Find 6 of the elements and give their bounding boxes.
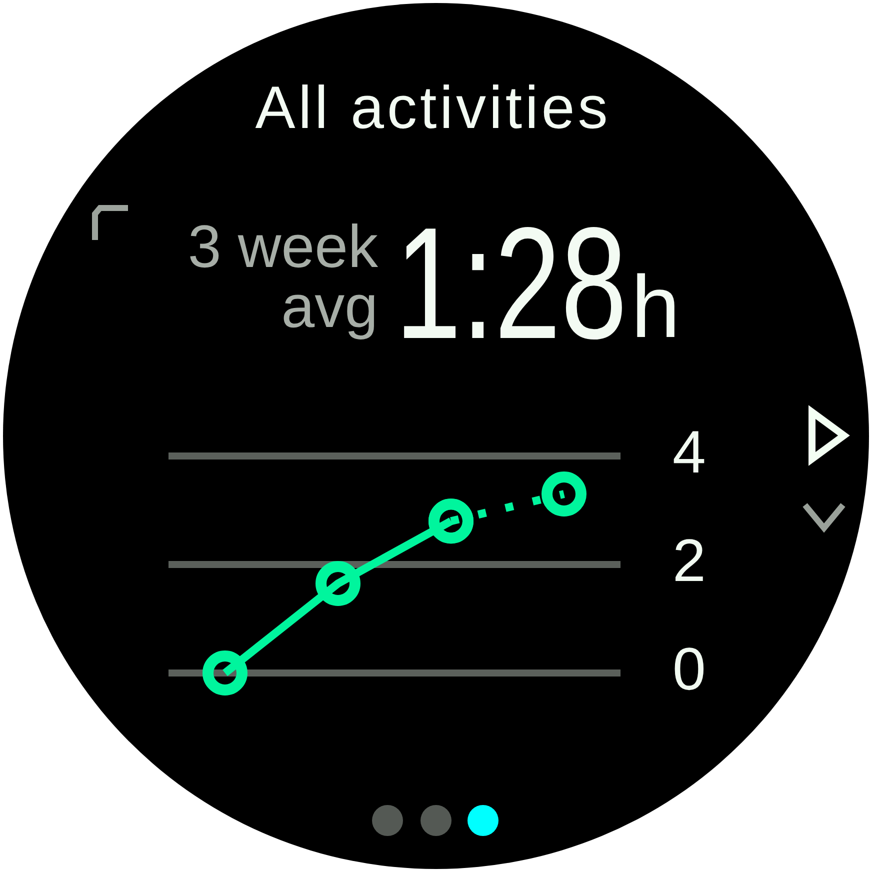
y-tick-label: 0 [672, 636, 706, 703]
text: 3 week avg [186, 213, 378, 340]
text: 1:28h [395, 193, 680, 374]
chart-title: All activities [254, 73, 612, 142]
y-tick-label: 2 [672, 527, 706, 594]
y-tick-label: 4 [672, 418, 706, 486]
